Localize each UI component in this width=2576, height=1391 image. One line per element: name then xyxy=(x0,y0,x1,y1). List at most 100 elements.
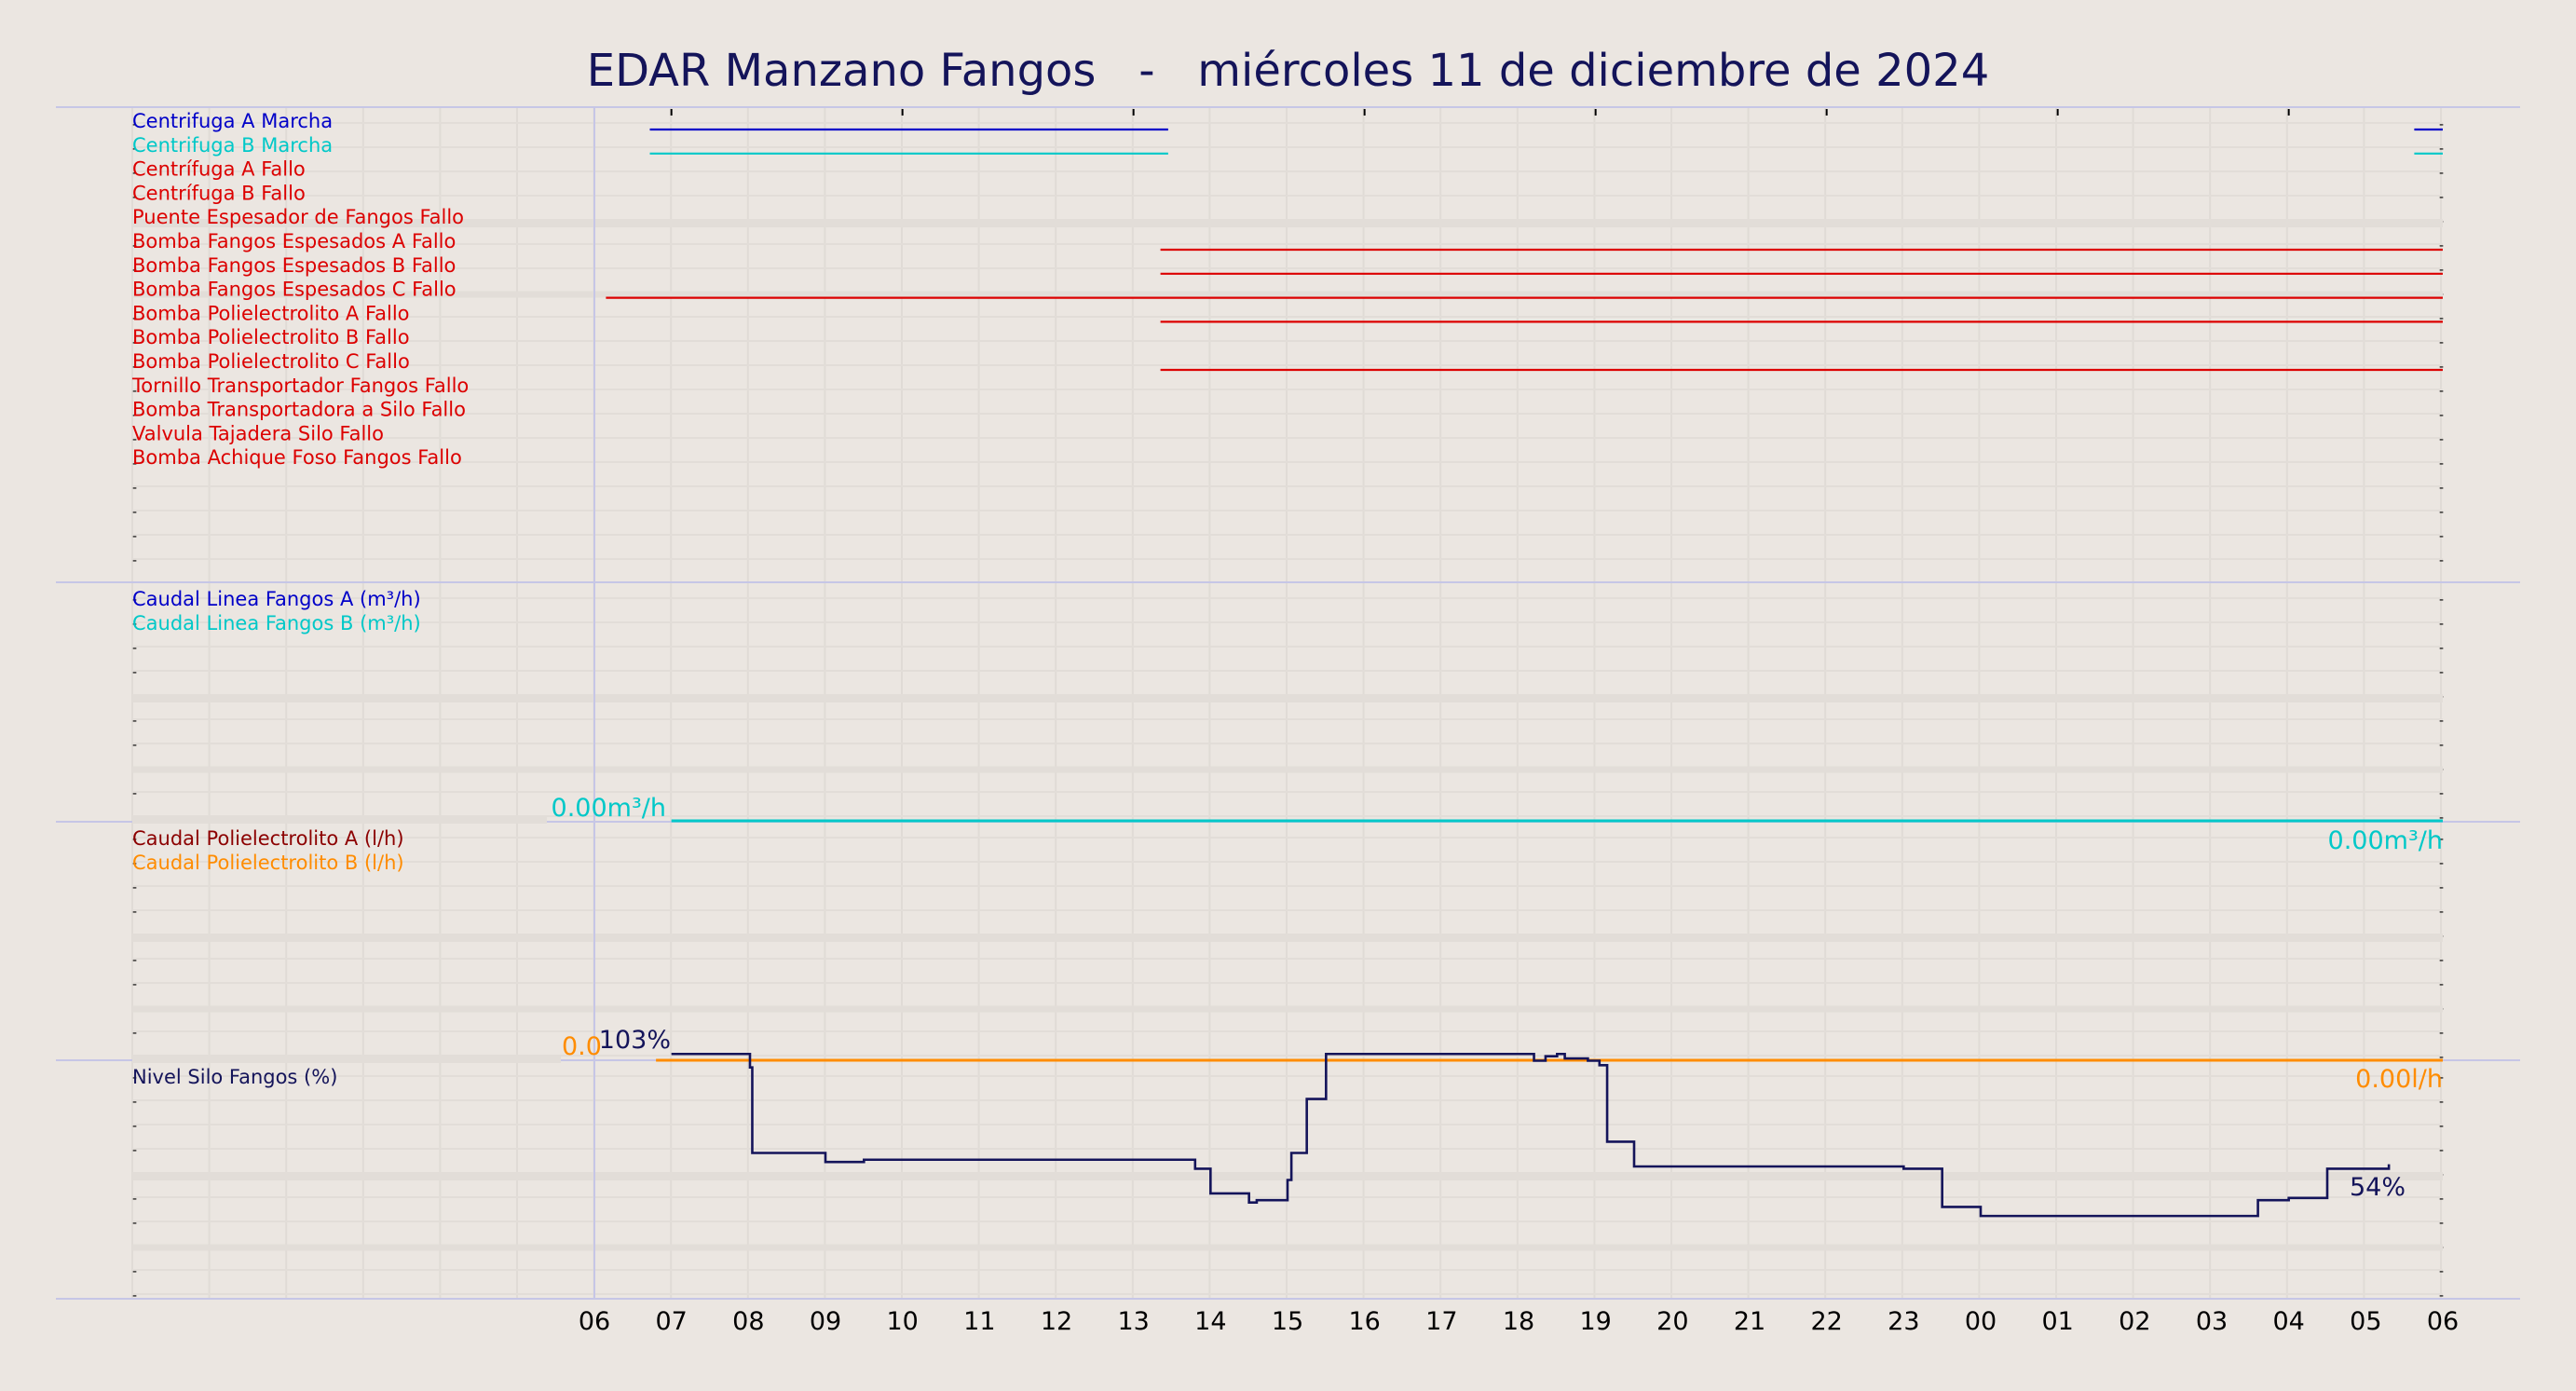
y-tick-mark: - xyxy=(132,1095,137,1110)
y-tick-mark: - xyxy=(132,1143,137,1158)
y-tick-mark: - xyxy=(2439,505,2444,520)
signal-label: Centrífuga A Fallo xyxy=(132,158,306,181)
x-tick-label: 22 xyxy=(1810,1307,1842,1336)
x-tick-label: 06 xyxy=(2427,1307,2459,1336)
grid-band xyxy=(132,817,547,824)
x-tick-label: 16 xyxy=(1348,1307,1380,1336)
x-tick-label: 08 xyxy=(732,1307,764,1336)
y-tick-mark: - xyxy=(132,1026,137,1041)
x-tick-label: 00 xyxy=(1965,1307,1997,1336)
y-tick-mark: - xyxy=(132,1192,137,1207)
x-tick-label: 06 xyxy=(579,1307,610,1336)
x-tick-label: 17 xyxy=(1425,1307,1457,1336)
y-tick-mark: - xyxy=(132,714,137,729)
y-tick-mark: - xyxy=(132,384,137,399)
y-tick-mark: - xyxy=(2439,529,2444,544)
x-tick-label: 13 xyxy=(1117,1307,1149,1336)
grid-band xyxy=(132,220,2443,227)
y-tick-mark: - xyxy=(132,905,137,920)
series-label: Caudal Linea Fangos A (m³/h) xyxy=(132,588,421,610)
x-tick-label: 21 xyxy=(1734,1307,1765,1336)
y-tick-mark: - xyxy=(132,738,137,753)
y-tick-mark: - xyxy=(132,142,137,157)
y-tick-mark: - xyxy=(2439,665,2444,680)
series-label: Nivel Silo Fangos (%) xyxy=(132,1066,337,1088)
y-tick-mark: - xyxy=(132,311,137,326)
y-tick-mark: - xyxy=(2439,360,2444,375)
x-tick-label: 05 xyxy=(2350,1307,2381,1336)
y-tick-mark: - xyxy=(2439,641,2444,656)
y-tick-mark: - xyxy=(132,856,137,871)
signal-label: Bomba Fangos Espesados C Fallo xyxy=(132,279,457,301)
x-tick-label: 11 xyxy=(963,1307,995,1336)
y-tick-mark: - xyxy=(132,1071,137,1085)
y-tick-mark: - xyxy=(132,457,137,471)
y-tick-mark: - xyxy=(2439,335,2444,350)
x-axis-ticks: 06 07 08 09 10 11 12 13 14 15 16 17 18 19 20 21 22 23 00 01… xyxy=(579,109,2459,1336)
signal-label: Centrífuga B Fallo xyxy=(132,182,306,204)
x-tick-label: 12 xyxy=(1041,1307,1072,1336)
y-tick-mark: - xyxy=(2439,142,2444,157)
value-annotation-start: 103% xyxy=(599,1026,671,1055)
y-tick-mark: - xyxy=(2439,190,2444,205)
y-tick-mark: - xyxy=(132,481,137,496)
signal-label: Bomba Transportadora a Silo Fallo xyxy=(132,399,466,421)
signal-label: Bomba Polielectrolito B Fallo xyxy=(132,326,410,348)
x-tick-label: 09 xyxy=(810,1307,841,1336)
y-tick-mark: - xyxy=(2439,1026,2444,1041)
chart-title: EDAR Manzano Fangos - miércoles 11 de di… xyxy=(586,45,1990,97)
y-tick-mark: - xyxy=(132,1289,137,1303)
y-tick-mark: - xyxy=(132,1216,137,1231)
y-tick-mark: - xyxy=(2439,714,2444,729)
x-tick-label: 18 xyxy=(1503,1307,1534,1336)
grid-lines: - - - - - - - - - - - - - - - - - - - - - - - - - - - - - - - - - - - - - - - -… xyxy=(131,107,2444,1303)
y-tick-mark: - xyxy=(2439,1264,2444,1279)
y-tick-mark: - xyxy=(2439,384,2444,399)
grid-band xyxy=(132,1173,2443,1180)
y-tick-mark: - xyxy=(2439,953,2444,968)
y-tick-mark: - xyxy=(132,505,137,520)
value-annotation-end: 54% xyxy=(2350,1173,2406,1202)
y-tick-mark: - xyxy=(132,593,137,607)
y-tick-mark: - xyxy=(132,166,137,181)
x-tick-label: 10 xyxy=(886,1307,918,1336)
caudal-fangos-panel: Caudal Linea Fangos A (m³/h)Caudal Linea… xyxy=(132,588,2443,855)
grid-band xyxy=(132,766,2443,773)
y-tick-mark: - xyxy=(2439,1071,2444,1085)
signal-label: Bomba Polielectrolito A Fallo xyxy=(132,302,410,324)
value-annotation-start: 0.0 xyxy=(562,1032,602,1061)
nivel-silo-panel: Nivel Silo Fangos (%) 103% 54% xyxy=(132,1026,2406,1218)
y-tick-mark: - xyxy=(2439,1192,2444,1207)
series-label: Caudal Linea Fangos B (m³/h) xyxy=(132,612,421,634)
grid-band xyxy=(132,695,2443,702)
x-tick-label: 02 xyxy=(2119,1307,2150,1336)
y-tick-mark: - xyxy=(132,641,137,656)
y-tick-mark: - xyxy=(132,786,137,801)
value-annotation-end: 0.00m³/h xyxy=(2328,826,2443,855)
y-tick-mark: - xyxy=(132,263,137,278)
signal-label: Valvula Tajadera Silo Fallo xyxy=(132,422,384,444)
y-tick-mark: - xyxy=(2439,311,2444,326)
y-tick-mark: - xyxy=(132,832,137,847)
value-annotation-start: 0.00m³/h xyxy=(552,794,666,823)
y-tick-mark: - xyxy=(2439,553,2444,568)
y-tick-mark: - xyxy=(2439,1289,2444,1303)
signal-label: Centrifuga B Marcha xyxy=(132,134,333,157)
signal-label: Tornillo Transportador Fangos Fallo xyxy=(131,375,469,397)
series-line-nivel xyxy=(671,1052,2391,1218)
x-tick-label: 19 xyxy=(1579,1307,1611,1336)
y-tick-mark: - xyxy=(132,190,137,205)
y-tick-mark: - xyxy=(2439,905,2444,920)
grid-band xyxy=(132,1057,561,1063)
grid-band xyxy=(132,934,2443,942)
signal-label: Bomba Fangos Espesados B Fallo xyxy=(132,254,456,277)
y-tick-mark: - xyxy=(132,408,137,423)
y-tick-mark: - xyxy=(2439,977,2444,992)
y-tick-mark: - xyxy=(2439,786,2444,801)
y-tick-mark: - xyxy=(132,335,137,350)
y-tick-mark: - xyxy=(132,953,137,968)
y-tick-mark: - xyxy=(2439,432,2444,447)
y-tick-mark: - xyxy=(2439,738,2444,753)
